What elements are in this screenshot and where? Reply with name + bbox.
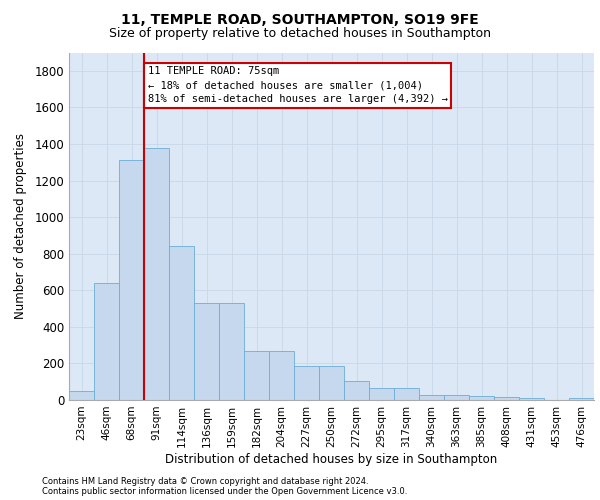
Bar bbox=[494, 398, 519, 400]
Bar bbox=[569, 398, 594, 400]
Text: Size of property relative to detached houses in Southampton: Size of property relative to detached ho… bbox=[109, 28, 491, 40]
Bar bbox=[519, 398, 544, 400]
Text: Contains public sector information licensed under the Open Government Licence v3: Contains public sector information licen… bbox=[42, 487, 407, 496]
Bar bbox=[419, 394, 444, 400]
Bar bbox=[294, 366, 319, 400]
Bar bbox=[469, 396, 494, 400]
Bar bbox=[394, 388, 419, 400]
Bar bbox=[369, 388, 394, 400]
Bar bbox=[344, 381, 369, 400]
X-axis label: Distribution of detached houses by size in Southampton: Distribution of detached houses by size … bbox=[166, 452, 497, 466]
Bar bbox=[69, 391, 94, 400]
Bar bbox=[194, 303, 219, 400]
Bar bbox=[144, 148, 169, 400]
Text: 11 TEMPLE ROAD: 75sqm
← 18% of detached houses are smaller (1,004)
81% of semi-d: 11 TEMPLE ROAD: 75sqm ← 18% of detached … bbox=[148, 66, 448, 104]
Bar bbox=[169, 246, 194, 400]
Text: 11, TEMPLE ROAD, SOUTHAMPTON, SO19 9FE: 11, TEMPLE ROAD, SOUTHAMPTON, SO19 9FE bbox=[121, 12, 479, 26]
Bar bbox=[444, 394, 469, 400]
Text: Contains HM Land Registry data © Crown copyright and database right 2024.: Contains HM Land Registry data © Crown c… bbox=[42, 477, 368, 486]
Y-axis label: Number of detached properties: Number of detached properties bbox=[14, 133, 28, 320]
Bar bbox=[319, 366, 344, 400]
Bar bbox=[219, 303, 244, 400]
Bar bbox=[244, 350, 269, 400]
Bar bbox=[119, 160, 144, 400]
Bar bbox=[269, 350, 294, 400]
Bar bbox=[94, 283, 119, 400]
